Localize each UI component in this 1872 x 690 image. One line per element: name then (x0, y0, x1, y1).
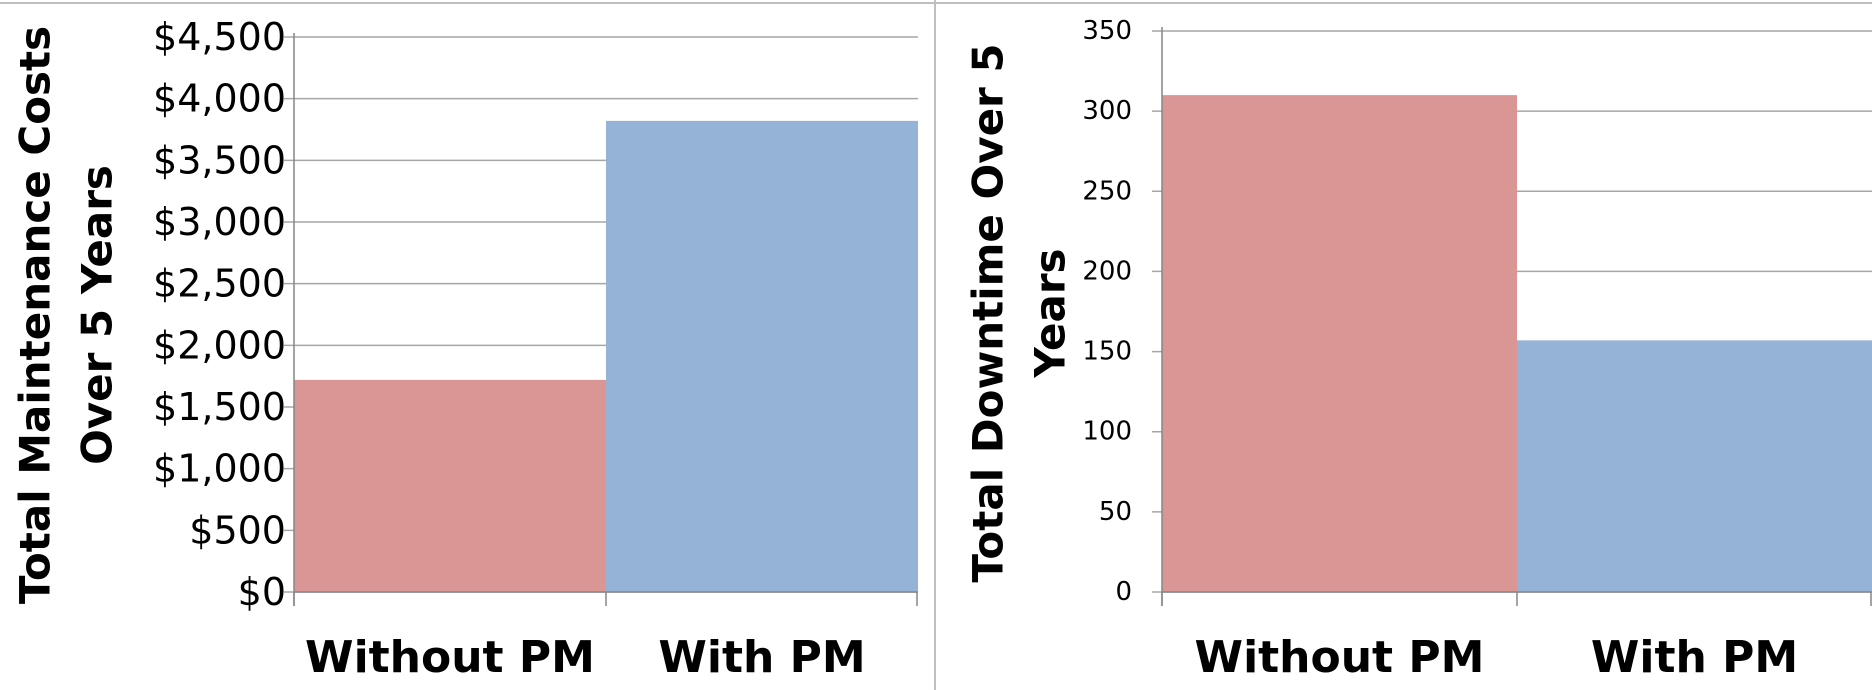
y-tick-label: 100 (1082, 417, 1132, 447)
y-axis-title: Over 5 Years (73, 165, 122, 465)
y-tick-label: 250 (1082, 176, 1132, 206)
y-tick-label: $2,000 (153, 323, 286, 367)
y-tick-label: 350 (1082, 16, 1132, 46)
y-tick-label: $3,000 (153, 200, 286, 244)
cost-chart: $0 $500 $1,000 $1,500 $2,000 $2,500 $3,000 $3,5… (11, 15, 918, 683)
y-tick-label: 150 (1082, 337, 1132, 367)
x-category-label: Without PM (1195, 632, 1485, 683)
x-category-label: With PM (1591, 632, 1798, 683)
y-tick-label: $4,500 (153, 15, 286, 59)
y-tick-label: $0 (238, 570, 286, 614)
y-tick-label: $3,500 (153, 138, 286, 182)
y-tick-label: $1,500 (153, 385, 286, 429)
y-axis-title: Years (1026, 248, 1075, 378)
bar-without-pm (1162, 95, 1517, 592)
y-tick-label: $2,500 (153, 262, 286, 306)
downtime-chart: 0 50 100 150 200 250 300 350 Without PM With PM To… (964, 16, 1872, 683)
y-tick-label: 0 (1115, 577, 1132, 607)
y-tick-label: 300 (1082, 96, 1132, 126)
y-tick-label: $4,000 (153, 77, 286, 121)
bar-with-pm (606, 120, 918, 592)
y-axis-title: Total Maintenance Costs (11, 26, 60, 604)
y-tick-label: $500 (189, 508, 286, 552)
y-tick-label: 50 (1099, 497, 1132, 527)
bar-without-pm (294, 379, 606, 592)
y-tick-label: $1,000 (153, 447, 286, 491)
y-axis-title: Total Downtime Over 5 (964, 43, 1013, 582)
bar-with-pm (1517, 340, 1872, 592)
y-tick-label: 200 (1082, 256, 1132, 286)
x-category-label: Without PM (305, 632, 595, 683)
x-category-label: With PM (658, 632, 865, 683)
